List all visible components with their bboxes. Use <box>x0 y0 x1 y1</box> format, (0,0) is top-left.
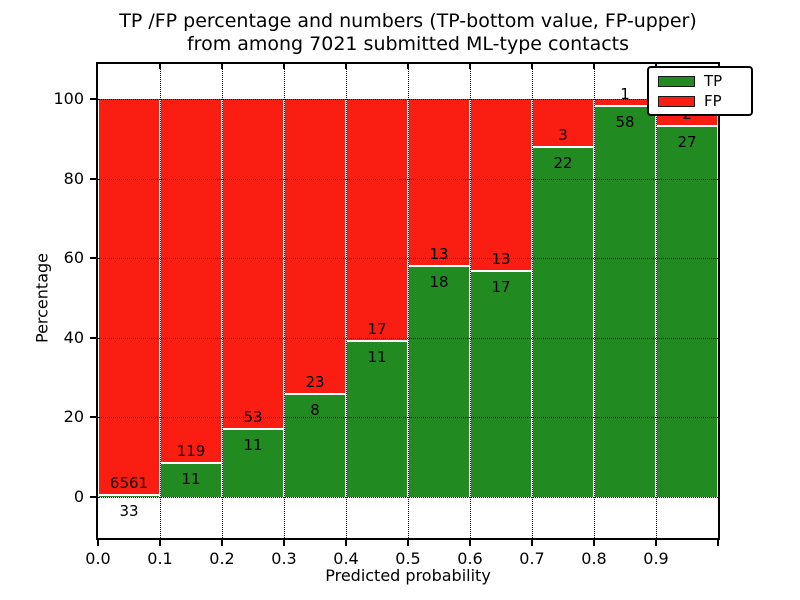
x-tick-mark-top <box>159 64 161 69</box>
x-tick-mark <box>717 540 719 546</box>
y-tick-mark <box>90 496 96 498</box>
bar-fp-segment <box>408 99 470 266</box>
legend-entry-fp: FP <box>658 93 742 109</box>
bar-tp-segment <box>594 105 656 497</box>
y-tick-mark <box>90 336 96 339</box>
tp-count-label: 11 <box>367 347 387 366</box>
bar-tp-segment <box>656 126 718 497</box>
tp-count-label: 18 <box>429 272 449 291</box>
bar-tp-segment <box>532 146 594 497</box>
v-gridline <box>594 64 595 538</box>
chart-title-line1: TP /FP percentage and numbers (TP-bottom… <box>119 10 697 32</box>
x-tick-mark <box>407 540 409 546</box>
v-gridline <box>284 64 285 538</box>
bar-fp-segment <box>222 99 284 429</box>
fp-count-label: 23 <box>305 373 325 392</box>
legend-entry-tp: TP <box>658 73 742 89</box>
y-tick-label: 40 <box>63 327 84 347</box>
y-tick-mark <box>90 416 96 419</box>
x-tick-mark-top <box>221 64 223 69</box>
bar-tp-segment <box>470 271 532 497</box>
y-tick-label: 60 <box>63 248 84 268</box>
tp-count-label: 27 <box>677 133 697 152</box>
v-gridline <box>532 64 533 538</box>
legend: TP FP <box>647 66 753 116</box>
fp-count-label: 119 <box>176 442 206 461</box>
bar-fp-segment <box>160 99 222 464</box>
x-tick-label: 0.9 <box>643 549 669 568</box>
bar-tp-segment <box>408 265 470 497</box>
bar-tp-segment <box>98 495 160 497</box>
fp-swatch-icon <box>658 95 695 107</box>
x-tick-label: 0.2 <box>209 549 235 568</box>
v-gridline <box>408 64 409 538</box>
v-gridline <box>346 64 347 538</box>
x-tick-mark-top <box>407 64 409 69</box>
x-tick-mark <box>97 540 99 546</box>
x-tick-mark-top <box>593 64 595 69</box>
fp-count-label: 3 <box>558 125 568 144</box>
tp-count-label: 58 <box>615 112 635 131</box>
x-tick-mark <box>221 540 223 546</box>
fp-count-label: 1 <box>620 84 630 103</box>
v-gridline <box>160 64 161 538</box>
x-tick-mark <box>469 540 471 546</box>
fp-count-label: 13 <box>429 244 449 263</box>
legend-label: FP <box>704 92 722 110</box>
tp-count-label: 11 <box>181 470 201 489</box>
y-tick-mark <box>90 177 96 180</box>
x-tick-label: 0.3 <box>271 549 297 568</box>
x-tick-mark <box>345 540 347 546</box>
x-tick-mark-top <box>531 64 533 69</box>
x-axis-label: Predicted probability <box>325 566 491 585</box>
x-tick-mark-top <box>283 64 285 69</box>
tp-count-label: 8 <box>310 401 320 420</box>
x-tick-mark <box>655 540 657 546</box>
bar-fp-segment <box>98 99 160 495</box>
v-gridline <box>470 64 471 538</box>
fp-count-label: 53 <box>243 407 263 426</box>
chart-title-line2: from among 7021 submitted ML-type contac… <box>186 33 630 55</box>
tp-count-label: 17 <box>491 278 511 297</box>
x-tick-mark <box>593 540 595 546</box>
x-tick-mark-top <box>345 64 347 69</box>
y-tick-label: 80 <box>63 168 84 188</box>
fp-count-label: 6561 <box>109 474 149 492</box>
x-tick-mark <box>159 540 161 546</box>
x-tick-label: 0.0 <box>85 549 111 568</box>
chart-title: TP /FP percentage and numbers (TP-bottom… <box>98 10 718 56</box>
x-tick-label: 0.7 <box>519 549 545 568</box>
x-tick-mark-top <box>469 64 471 69</box>
bar-tp-segment <box>284 394 346 497</box>
bar-fp-segment <box>346 99 408 341</box>
y-tick-label: 20 <box>63 407 84 427</box>
fp-count-label: 17 <box>367 319 387 338</box>
tp-count-label: 33 <box>119 502 139 520</box>
bar-tp-segment <box>346 340 408 497</box>
y-tick-label: 100 <box>53 89 84 108</box>
bar-fp-segment <box>284 99 346 395</box>
y-tick-label: 0 <box>73 487 84 506</box>
fp-count-label: 13 <box>491 250 511 269</box>
y-tick-mark <box>90 98 96 100</box>
y-tick-mark <box>90 257 96 260</box>
x-tick-mark <box>283 540 285 546</box>
x-tick-label: 0.1 <box>147 549 173 568</box>
tp-count-label: 22 <box>553 153 573 172</box>
x-tick-label: 0.4 <box>333 549 359 568</box>
tp-swatch-icon <box>658 75 695 87</box>
legend-label: TP <box>704 72 723 90</box>
v-gridline <box>222 64 223 538</box>
tp-count-label: 11 <box>243 435 263 454</box>
x-tick-label: 0.6 <box>457 549 483 568</box>
x-tick-label: 0.8 <box>581 549 607 568</box>
x-tick-mark <box>531 540 533 546</box>
plot-area: 656133119115311238171113181317322158227 <box>96 62 720 540</box>
x-tick-label: 0.5 <box>395 549 421 568</box>
bar-tp-segment <box>222 428 284 497</box>
bar-fp-segment <box>470 99 532 272</box>
v-gridline <box>656 64 657 538</box>
